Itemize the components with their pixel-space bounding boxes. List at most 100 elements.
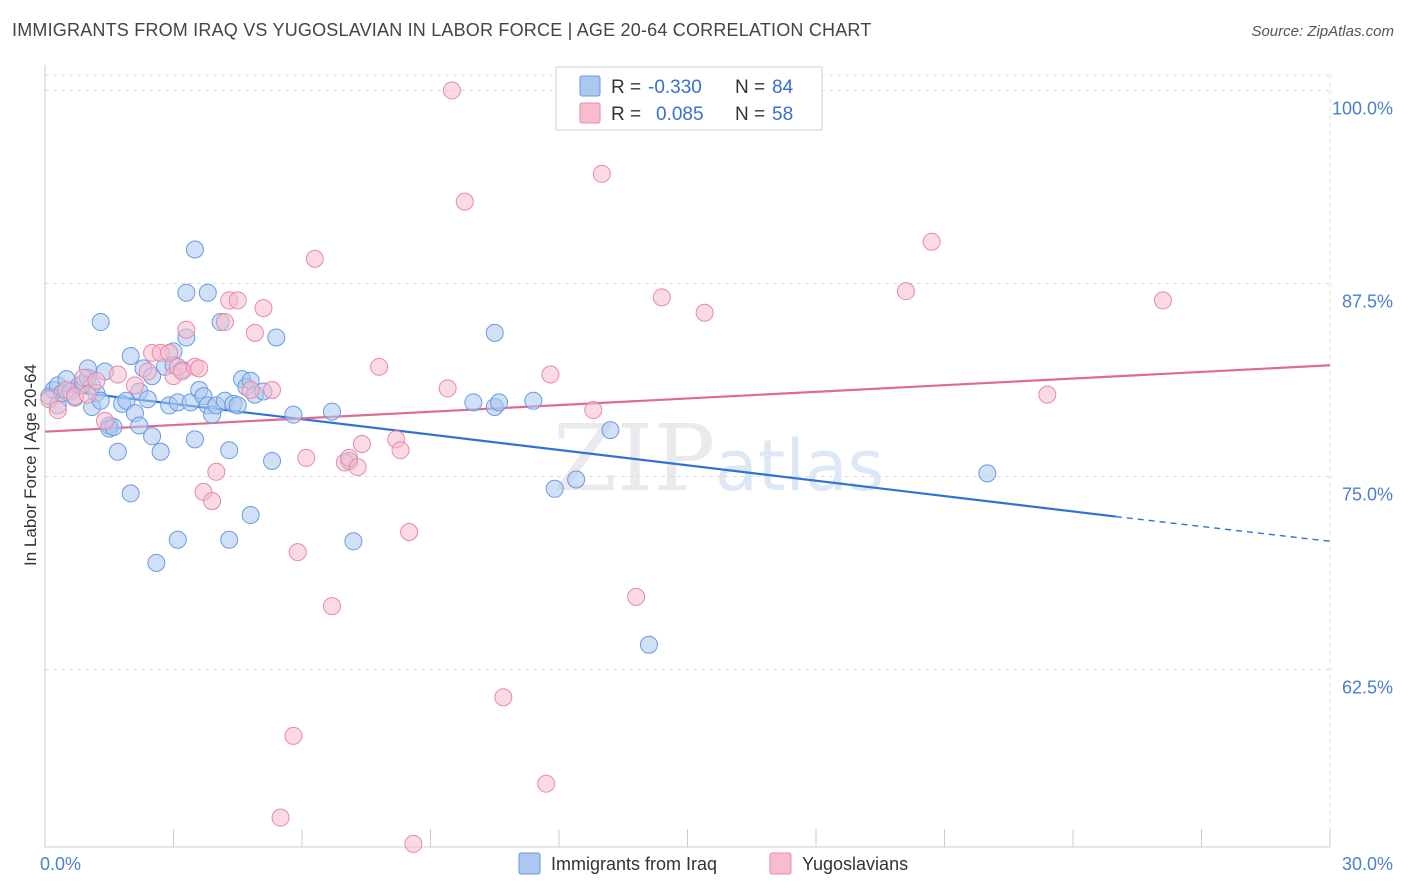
- point-iraq-76: [545, 479, 564, 498]
- point-iraq-68: [322, 402, 341, 421]
- bottom-legend-label-yugoslavians: Yugoslavians: [802, 854, 908, 874]
- point-yugoslavians-23: [215, 313, 234, 332]
- point-yugoslavians-57: [922, 232, 941, 251]
- bottom-legend-swatch-iraq: [518, 852, 541, 875]
- point-yugoslavians-8: [108, 365, 127, 384]
- point-yugoslavians-27: [245, 323, 264, 342]
- point-yugoslavians-10: [138, 362, 157, 381]
- point-iraq-78: [601, 421, 620, 440]
- point-yugoslavians-40: [370, 357, 389, 376]
- point-yugoslavians-19: [190, 359, 209, 378]
- point-iraq-72: [485, 323, 504, 342]
- trend-line-extension-iraq: [1115, 515, 1331, 542]
- x-tick-labels: 0.0% 30.0%: [40, 854, 1393, 874]
- point-yugoslavians-45: [438, 379, 457, 398]
- point-iraq-43: [177, 283, 196, 302]
- legend-swatch-iraq: [579, 75, 601, 97]
- point-iraq-77: [567, 470, 586, 489]
- point-iraq-70: [344, 532, 363, 551]
- point-yugoslavians-39: [352, 435, 371, 454]
- point-iraq-30: [138, 390, 157, 409]
- point-yugoslavians-21: [203, 492, 222, 511]
- y-tick-label-2: 75.0%: [1342, 484, 1393, 504]
- point-yugoslavians-42: [391, 441, 410, 460]
- point-yugoslavians-44: [404, 834, 423, 853]
- y-tick-label-3: 62.5%: [1342, 677, 1393, 697]
- point-yugoslavians-58: [1038, 385, 1057, 404]
- chart-title: IMMIGRANTS FROM IRAQ VS YUGOSLAVIAN IN L…: [12, 20, 872, 40]
- watermark: ZIP atlas: [553, 405, 884, 512]
- point-iraq-74: [490, 393, 509, 412]
- legend-r-value-iraq: -0.330: [648, 77, 702, 98]
- point-iraq-34: [151, 442, 170, 461]
- point-iraq-31: [143, 427, 162, 446]
- point-yugoslavians-22: [207, 462, 226, 481]
- y-tick-label-0: 100.0%: [1332, 98, 1393, 118]
- point-yugoslavians-5: [78, 385, 97, 404]
- point-yugoslavians-46: [442, 81, 461, 100]
- legend: R = -0.330 N = 84 R = 0.085 N = 58: [555, 66, 823, 131]
- trend-line-yugoslavians: [44, 364, 1331, 433]
- point-yugoslavians-52: [592, 164, 611, 183]
- y-tick-labels: 100.0% 87.5% 75.0% 62.5%: [1332, 98, 1393, 697]
- point-yugoslavians-7: [95, 411, 114, 430]
- point-yugoslavians-55: [695, 303, 714, 322]
- point-iraq-65: [263, 452, 282, 470]
- point-iraq-58: [228, 396, 247, 415]
- point-yugoslavians-49: [537, 774, 556, 793]
- point-yugoslavians-30: [271, 808, 290, 827]
- legend-r-label-iraq: R =: [611, 77, 641, 98]
- point-iraq-21: [108, 442, 127, 461]
- point-iraq-62: [241, 506, 260, 525]
- point-yugoslavians-32: [288, 543, 307, 562]
- point-yugoslavians-50: [541, 365, 560, 384]
- point-yugoslavians-35: [322, 597, 341, 616]
- point-iraq-55: [220, 441, 239, 460]
- point-iraq-79: [639, 635, 658, 654]
- point-yugoslavians-59: [1153, 291, 1172, 310]
- point-yugoslavians-48: [494, 688, 513, 707]
- axes: [44, 65, 1331, 848]
- point-yugoslavians-56: [896, 282, 915, 301]
- point-iraq-23: [117, 391, 136, 410]
- legend-n-label-yugoslavians: N =: [735, 104, 765, 125]
- y-tick-label-1: 87.5%: [1342, 291, 1393, 311]
- legend-n-value-yugoslavians: 58: [772, 104, 793, 125]
- point-yugoslavians-43: [400, 523, 419, 542]
- point-iraq-71: [464, 393, 483, 412]
- x-tick-label-1: 30.0%: [1342, 854, 1393, 874]
- data-points: [40, 81, 1172, 853]
- point-yugoslavians-6: [87, 371, 106, 390]
- bottom-legend-swatch-yugoslavians: [769, 852, 792, 875]
- point-yugoslavians-38: [348, 458, 367, 477]
- point-yugoslavians-47: [455, 192, 474, 211]
- legend-r-value-yugoslavians: 0.085: [656, 104, 704, 125]
- point-iraq-80: [978, 464, 997, 483]
- point-yugoslavians-53: [627, 587, 646, 606]
- bottom-legend-label-iraq: Immigrants from Iraq: [551, 854, 717, 874]
- legend-r-label-yugoslavians: R =: [611, 104, 641, 125]
- point-yugoslavians-26: [241, 380, 260, 399]
- point-iraq-25: [121, 484, 140, 503]
- legend-n-label-iraq: N =: [735, 77, 765, 98]
- x-tick-label-0: 0.0%: [40, 854, 81, 874]
- point-yugoslavians-28: [254, 299, 273, 318]
- watermark-atlas: atlas: [715, 425, 884, 507]
- point-iraq-27: [130, 416, 149, 435]
- legend-n-value-iraq: 84: [772, 77, 794, 98]
- point-iraq-50: [198, 283, 217, 302]
- y-axis-title: In Labor Force | Age 20-64: [21, 364, 40, 566]
- point-yugoslavians-51: [584, 401, 603, 420]
- bottom-legend: Immigrants from Iraq Yugoslavians: [518, 852, 908, 875]
- point-iraq-75: [524, 391, 543, 410]
- point-yugoslavians-34: [305, 249, 324, 268]
- point-yugoslavians-31: [284, 726, 303, 745]
- point-yugoslavians-1: [48, 401, 67, 420]
- point-iraq-40: [168, 530, 187, 549]
- point-iraq-33: [147, 553, 166, 572]
- point-yugoslavians-33: [297, 448, 316, 467]
- point-iraq-45: [185, 240, 204, 259]
- point-yugoslavians-17: [177, 320, 196, 339]
- point-yugoslavians-25: [228, 291, 247, 310]
